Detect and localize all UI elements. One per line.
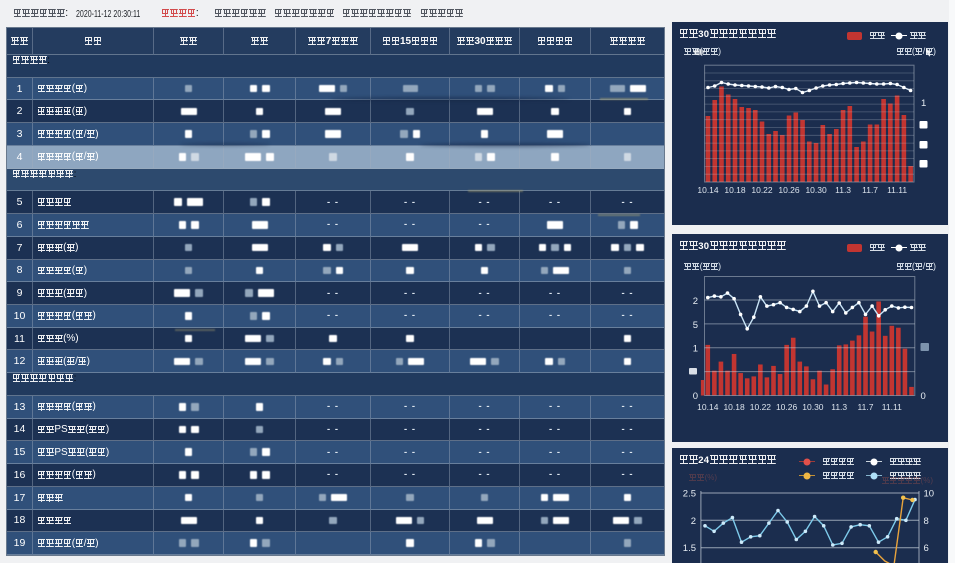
- svg-text:6: 6: [924, 543, 929, 554]
- svg-text:2: 2: [693, 296, 698, 307]
- svg-text:10.18: 10.18: [723, 402, 745, 412]
- svg-text:11.7: 11.7: [862, 185, 878, 195]
- svg-text:1: 1: [693, 344, 698, 355]
- svg-text:11.11: 11.11: [882, 402, 902, 412]
- svg-text:10.14: 10.14: [697, 402, 719, 412]
- svg-text:10.18: 10.18: [724, 185, 746, 195]
- svg-text:10: 10: [924, 489, 935, 500]
- svg-text:0: 0: [693, 391, 698, 402]
- svg-text:11.7: 11.7: [858, 402, 874, 412]
- svg-text:10.22: 10.22: [750, 402, 772, 412]
- svg-text:2.5: 2.5: [683, 489, 696, 500]
- svg-text:10.26: 10.26: [776, 402, 798, 412]
- svg-text:11.3: 11.3: [831, 402, 847, 412]
- svg-text:10.14: 10.14: [697, 185, 719, 195]
- svg-text:11.3: 11.3: [835, 185, 851, 195]
- svg-text:1: 1: [921, 98, 926, 109]
- svg-text:10.26: 10.26: [778, 185, 800, 195]
- svg-text:2: 2: [691, 516, 696, 527]
- svg-text:5: 5: [693, 320, 698, 331]
- svg-text:10.30: 10.30: [802, 402, 824, 412]
- svg-text:10.30: 10.30: [805, 185, 827, 195]
- svg-text:0: 0: [921, 391, 926, 402]
- svg-text:1.5: 1.5: [683, 543, 696, 554]
- svg-text:10.22: 10.22: [751, 185, 773, 195]
- svg-text:11.11: 11.11: [887, 185, 907, 195]
- svg-text:8: 8: [924, 516, 929, 527]
